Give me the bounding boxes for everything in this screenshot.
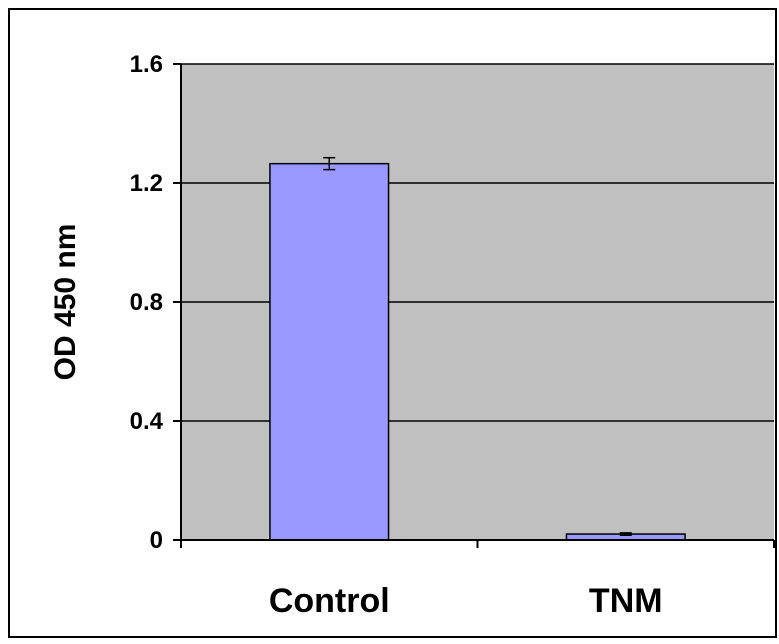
y-tick-labels: 0 0.4 0.8 1.2 1.6 bbox=[130, 51, 164, 554]
y-tick-label: 0 bbox=[150, 527, 163, 554]
x-tick-label-control: Control bbox=[269, 582, 390, 620]
bar-control bbox=[269, 162, 390, 541]
y-tick-label: 0.4 bbox=[130, 408, 164, 435]
y-axis-title: OD 450 nm bbox=[49, 224, 82, 381]
y-tick-label: 1.6 bbox=[130, 51, 163, 78]
bars bbox=[269, 162, 686, 541]
x-tick-labels: Control TNM bbox=[269, 582, 663, 620]
y-ticks bbox=[173, 63, 181, 541]
error-bars bbox=[323, 156, 632, 536]
x-tick-label-tnm: TNM bbox=[589, 582, 663, 620]
y-tick-label: 0.8 bbox=[130, 289, 163, 316]
x-ticks bbox=[180, 540, 775, 548]
y-tick-label: 1.2 bbox=[130, 170, 163, 197]
